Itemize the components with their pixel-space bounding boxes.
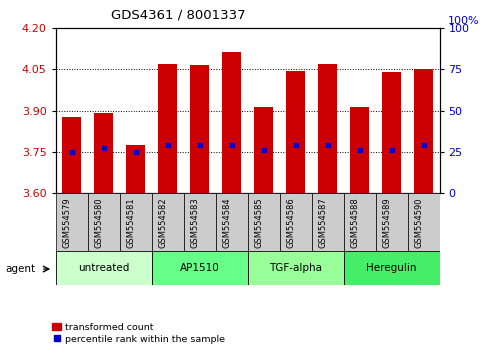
Text: Heregulin: Heregulin: [366, 263, 417, 273]
Text: GSM554582: GSM554582: [158, 198, 168, 248]
Bar: [152, 193, 184, 251]
Bar: [376, 193, 408, 251]
Text: untreated: untreated: [78, 263, 129, 273]
Bar: [56, 251, 152, 285]
Bar: [215, 193, 248, 251]
Bar: [343, 193, 376, 251]
Bar: [343, 251, 440, 285]
Text: GSM554583: GSM554583: [190, 198, 199, 249]
Bar: [56, 193, 87, 251]
Text: 100%: 100%: [448, 16, 480, 25]
Text: GDS4361 / 8001337: GDS4361 / 8001337: [112, 9, 246, 22]
Text: GSM554580: GSM554580: [95, 198, 103, 248]
Bar: [248, 251, 343, 285]
Text: GSM554579: GSM554579: [62, 198, 71, 248]
Text: GSM554588: GSM554588: [351, 198, 359, 249]
Bar: [87, 193, 120, 251]
Text: GSM554587: GSM554587: [318, 198, 327, 249]
Text: GSM554589: GSM554589: [383, 198, 392, 248]
Bar: [414, 69, 433, 193]
Bar: [120, 193, 152, 251]
Bar: [280, 193, 312, 251]
Text: GSM554584: GSM554584: [223, 198, 231, 248]
Bar: [382, 72, 401, 193]
Bar: [126, 145, 145, 193]
Bar: [158, 64, 177, 193]
Bar: [62, 118, 81, 193]
Bar: [254, 107, 273, 193]
Legend: transformed count, percentile rank within the sample: transformed count, percentile rank withi…: [48, 319, 229, 348]
Text: agent: agent: [6, 264, 36, 274]
Bar: [312, 193, 343, 251]
Bar: [318, 64, 337, 193]
Bar: [94, 113, 113, 193]
Text: GSM554581: GSM554581: [127, 198, 136, 248]
Bar: [152, 251, 248, 285]
Text: TGF-alpha: TGF-alpha: [269, 263, 322, 273]
Text: GSM554586: GSM554586: [286, 198, 296, 249]
Bar: [408, 193, 440, 251]
Bar: [350, 107, 369, 193]
Text: GSM554585: GSM554585: [255, 198, 264, 248]
Text: GSM554590: GSM554590: [414, 198, 424, 248]
Bar: [190, 65, 209, 193]
Bar: [222, 52, 241, 193]
Bar: [184, 193, 215, 251]
Text: AP1510: AP1510: [180, 263, 219, 273]
Bar: [286, 71, 305, 193]
Bar: [248, 193, 280, 251]
